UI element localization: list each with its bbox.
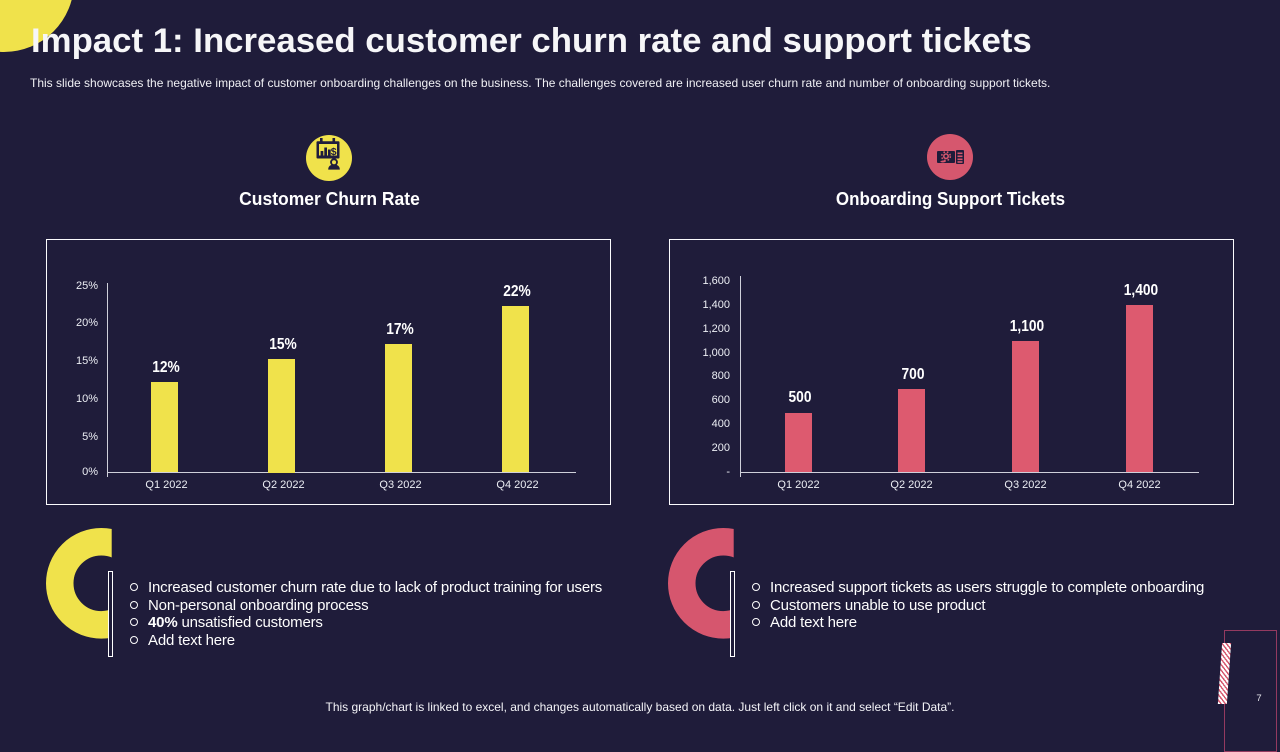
svg-text:$: $ <box>331 146 337 158</box>
